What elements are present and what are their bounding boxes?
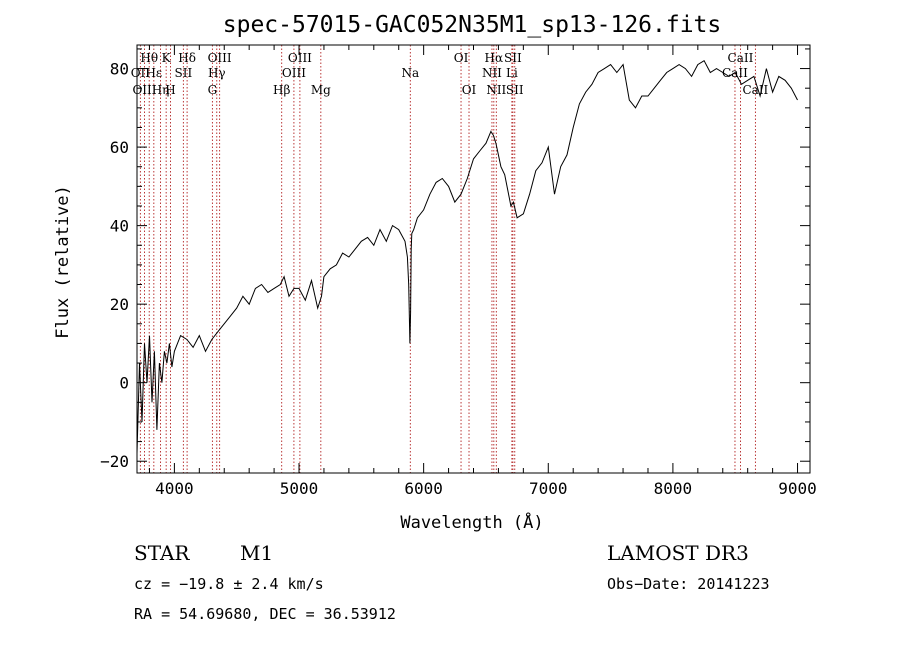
spectral-line-label: Hθ (140, 51, 158, 65)
spectral-line-label: NII (486, 83, 506, 97)
spectral-line-label: Mg (311, 83, 331, 97)
y-axis-title: Flux (relative) (53, 185, 73, 339)
observation-date: Obs−Date: 20141223 (607, 575, 770, 593)
spectral-line-markers (139, 45, 756, 473)
x-tick-label: 5000 (280, 479, 319, 498)
spectral-line-label: Hε (145, 66, 162, 80)
spectral-line-label: Hδ (178, 51, 196, 65)
spectral-line-label: SII (506, 83, 524, 97)
x-tick-label: 4000 (155, 479, 194, 498)
x-tick-label: 7000 (529, 479, 568, 498)
y-tick-label: −20 (100, 452, 129, 471)
y-tick-label: 0 (119, 374, 129, 393)
spectrum-line (136, 59, 798, 454)
spectral-line-label: K (162, 51, 172, 65)
coordinates: RA = 54.69680, DEC = 36.53912 (134, 605, 396, 623)
spectral-line-label: Hη (152, 83, 170, 97)
plot-frame (136, 44, 811, 474)
spectral-line-label: SII (175, 66, 193, 80)
chart-title: spec-57015-GAC052N35M1_sp13-126.fits (223, 12, 722, 38)
y-tick-label: 20 (110, 295, 129, 314)
y-tick-label: 60 (110, 138, 129, 157)
spectral-line-label: OIII (208, 51, 232, 65)
x-tick-label: 9000 (778, 479, 817, 498)
spectral-line-label: CaII (742, 83, 768, 97)
redshift-cz: cz = −19.8 ± 2.4 km/s (134, 575, 324, 593)
spectral-line-label: H (165, 83, 175, 97)
spectral-line-label: CaII (728, 51, 754, 65)
x-axis-title: Wavelength (Å) (400, 511, 543, 533)
y-tick-label: 80 (110, 60, 129, 79)
spectral-line-label: OII (131, 66, 151, 80)
spectral-line-label: G (208, 83, 218, 97)
spectral-line-label: Li (506, 66, 518, 80)
spectral-line-label: Na (401, 66, 419, 80)
spectral-line-label: OIII (288, 51, 312, 65)
survey-name: LAMOST DR3 (607, 541, 749, 565)
x-tick-label: 6000 (404, 479, 443, 498)
y-tick-label: 40 (110, 217, 129, 236)
object-class: STAR (134, 541, 190, 565)
spectral-line-label: Hα (485, 51, 504, 65)
spectral-line-label: SII (504, 51, 522, 65)
x-tick-label: 8000 (654, 479, 693, 498)
spectral-line-label: Hβ (273, 83, 290, 97)
spectral-line-label: OI (462, 83, 477, 97)
spectral-line-label: OIII (282, 66, 306, 80)
axis-ticks (137, 45, 810, 473)
spectral-line-label: Hγ (208, 66, 226, 80)
spectral-line-label: OI (454, 51, 469, 65)
object-subclass: M1 (240, 541, 273, 565)
spectral-line-label: NII (482, 66, 502, 80)
axis-tick-labels: 4000 5000 6000 7000 8000 9000 −20 0 20 40 60 80 (100, 60, 817, 498)
spectral-line-label: OIII (132, 83, 156, 97)
